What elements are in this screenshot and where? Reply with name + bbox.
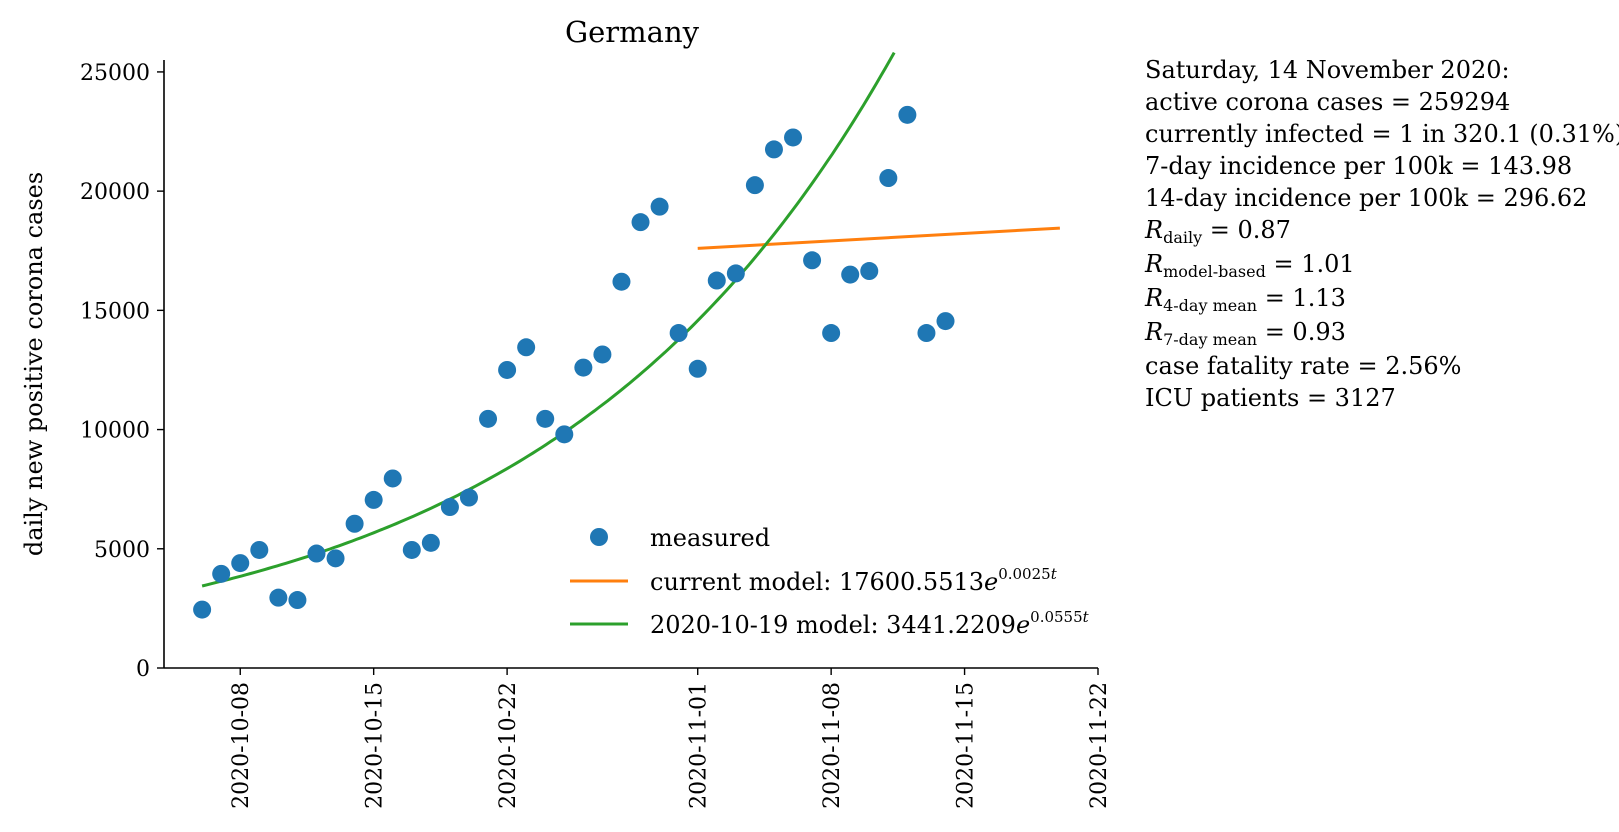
info-icu-patients: ICU patients = 3127 [1145,384,1396,412]
y-tick-label: 5000 [94,538,150,563]
x-tick-label: 2020-10-15 [363,682,388,809]
data-point-measured [650,197,669,216]
series-line-current-model [697,226,1060,250]
y-tick-label: 20000 [80,180,150,205]
info-r-model-based: Rmodel-based = 1.01 [1145,250,1355,281]
y-axis-label: daily new positive corona cases [20,172,48,556]
data-point-measured [231,554,250,573]
y-tick-label: 0 [136,657,150,682]
plot-series [193,51,1060,619]
data-point-measured [707,271,726,290]
data-point-measured [688,359,707,378]
data-point-measured [383,469,402,488]
info-r-7-day-mean: R7-day mean = 0.93 [1145,318,1346,349]
y-ticks: 0 5000 10000 15000 20000 25000 [80,61,164,682]
x-tick-label: 2020-11-01 [687,682,712,809]
data-point-measured [326,549,345,568]
data-point-measured [631,213,650,232]
x-ticks: 2020-10-08 2020-10-15 2020-10-22 2020-11-01… [229,668,1112,809]
data-point-measured [517,338,536,357]
x-tick-label: 2020-11-15 [954,682,979,809]
x-tick-label: 2020-11-08 [820,682,845,809]
data-point-measured [669,324,688,343]
info-14-day-incidence: 14-day incidence per 100k = 296.62 [1145,184,1588,212]
info-r-daily: Rdaily = 0.87 [1145,216,1291,247]
data-point-measured [860,262,879,281]
data-point-measured [250,540,269,559]
legend: measured current model: 17600.5513e0.002… [570,524,1090,639]
data-point-measured [917,324,936,343]
data-point-measured [898,105,917,124]
legend-label-current-model: current model: 17600.5513e0.0025t [650,565,1058,596]
data-point-measured [612,272,631,291]
data-point-measured [459,488,478,507]
legend-label-2020-10-19-model: 2020-10-19 model: 3441.2209e0.0555t [650,608,1090,639]
legend-marker-measured [590,528,608,546]
data-point-measured [269,588,288,607]
data-point-measured [536,409,555,428]
data-point-measured [726,264,745,283]
data-point-measured [345,514,364,533]
data-point-measured [440,498,459,517]
data-point-measured [555,425,574,444]
data-point-measured [822,324,841,343]
info-panel: Saturday, 14 November 2020: active coron… [1145,54,1619,414]
x-tick-label: 2020-10-08 [229,682,254,809]
legend-label-measured: measured [650,524,770,552]
chart-title: Germany [565,15,700,49]
x-tick-label: 2020-10-22 [496,682,521,809]
data-point-measured [364,490,383,509]
data-point-measured [879,169,898,188]
data-point-measured [498,360,517,379]
data-point-measured [841,265,860,284]
info-7-day-incidence: 7-day incidence per 100k = 143.98 [1145,152,1573,180]
data-point-measured [212,564,231,583]
data-point-measured [784,128,803,147]
data-point-measured [745,176,764,195]
data-point-measured [402,540,421,559]
data-point-measured [479,409,498,428]
y-tick-label: 25000 [80,61,150,86]
info-case-fatality-rate: case fatality rate = 2.56% [1145,352,1462,380]
data-point-measured [193,600,212,619]
info-active-cases: active corona cases = 259294 [1145,88,1511,116]
info-date: Saturday, 14 November 2020: [1145,56,1510,84]
y-tick-label: 15000 [80,299,150,324]
data-point-measured [288,591,307,610]
data-point-measured [574,358,593,377]
info-r-4-day-mean: R4-day mean = 1.13 [1145,284,1346,315]
data-point-measured [764,140,783,159]
info-currently-infected: currently infected = 1 in 320.1 (0.31%) [1145,120,1619,148]
data-point-measured [593,345,612,364]
data-point-measured [803,251,822,270]
x-tick-label: 2020-11-22 [1087,682,1112,809]
data-point-measured [421,533,440,552]
y-tick-label: 10000 [80,419,150,444]
data-point-measured [936,312,955,331]
data-point-measured [307,544,326,563]
